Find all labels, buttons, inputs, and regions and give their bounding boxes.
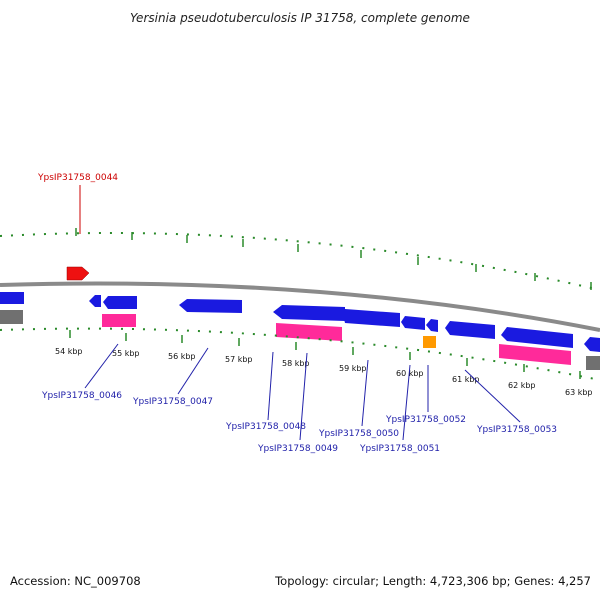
misc-feature[interactable] — [423, 336, 436, 348]
kbp-label: 58 kbp — [282, 359, 310, 368]
gene-label-0044[interactable]: YpsIP31758_0044 — [37, 173, 118, 183]
gene-label-0053[interactable]: YpsIP31758_0053 — [476, 425, 557, 435]
reverse-cds[interactable] — [343, 309, 400, 327]
map-title: Yersinia pseudotuberculosis IP 31758, co… — [130, 11, 470, 25]
reverse-cds[interactable] — [445, 321, 495, 339]
topology-text: Topology: circular; Length: 4,723,306 bp… — [274, 574, 591, 588]
reverse-cds[interactable] — [0, 292, 24, 304]
kbp-label: 57 kbp — [225, 355, 253, 364]
accession-text: Accession: NC_009708 — [10, 574, 141, 588]
gene-label-0050[interactable]: YpsIP31758_0050 — [318, 429, 399, 439]
rna-feature[interactable] — [102, 314, 136, 327]
inner-ring-segment — [0, 310, 23, 324]
inner-ring-segment — [586, 356, 600, 370]
kbp-label: 54 kbp — [55, 347, 83, 356]
gene-label-0046[interactable]: YpsIP31758_0046 — [41, 391, 122, 401]
genome-map: Yersinia pseudotuberculosis IP 31758, co… — [0, 0, 600, 600]
reverse-cds[interactable] — [179, 299, 242, 313]
rna-feature[interactable] — [499, 344, 571, 365]
kbp-label: 56 kbp — [168, 352, 196, 361]
kbp-label: 59 kbp — [339, 364, 367, 373]
gene-label-0047[interactable]: YpsIP31758_0047 — [132, 397, 213, 407]
reverse-cds[interactable] — [103, 296, 137, 309]
gene-label-0049[interactable]: YpsIP31758_0049 — [257, 444, 338, 454]
gene-label-0052[interactable]: YpsIP31758_0052 — [385, 415, 466, 425]
reverse-cds-track — [0, 292, 600, 352]
reverse-cds[interactable] — [273, 305, 345, 321]
gene-label-0048[interactable]: YpsIP31758_0048 — [225, 422, 306, 432]
reverse-cds[interactable] — [401, 316, 425, 330]
kbp-label: 62 kbp — [508, 381, 536, 390]
kbp-label: 55 kbp — [112, 349, 140, 358]
kbp-label: 63 kbp — [565, 388, 593, 397]
reverse-cds[interactable] — [501, 327, 573, 348]
reverse-cds[interactable] — [89, 295, 101, 307]
reverse-cds[interactable] — [426, 319, 438, 332]
gene-label-0051[interactable]: YpsIP31758_0051 — [359, 444, 440, 454]
forward-cds-0044[interactable] — [67, 267, 89, 280]
outer-tick-ring — [0, 228, 600, 290]
reverse-cds[interactable] — [584, 337, 600, 352]
